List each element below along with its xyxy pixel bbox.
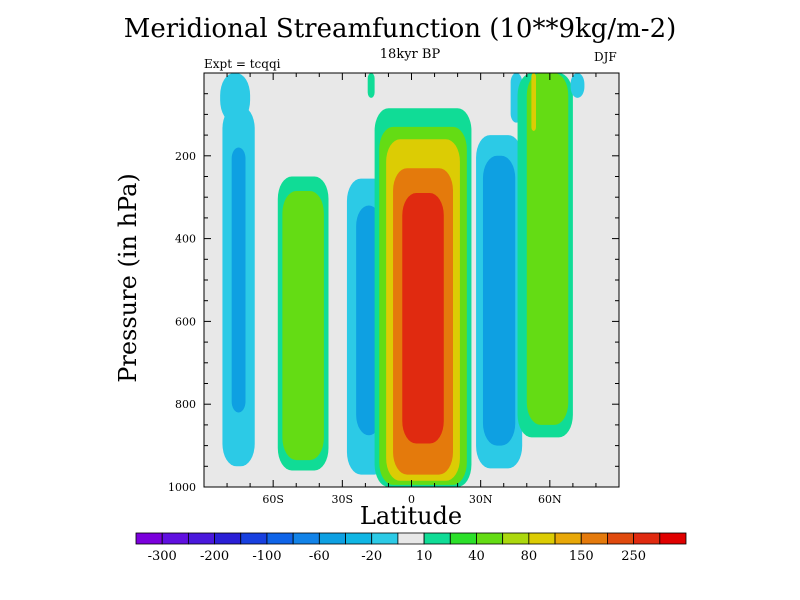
colorbar-label: -100 (252, 549, 281, 564)
colorbar-label: 150 (569, 549, 594, 564)
colorbar-box (214, 532, 242, 545)
colorbar-label: 40 (468, 549, 485, 564)
colorbar-label: 10 (416, 549, 433, 564)
colorbar: -300 -200 -100 -60 -20 10 40 80 150 250 (135, 532, 687, 564)
colorbar-label: -300 (148, 549, 177, 564)
y-tick-label: 400 (175, 233, 196, 246)
colorbar-box (502, 532, 530, 545)
colorbar-label: 80 (521, 549, 538, 564)
colorbar-box (292, 532, 320, 545)
colorbar-box (397, 532, 425, 545)
colorbar-box (161, 532, 189, 545)
x-tick-label: 30S (332, 493, 354, 506)
colorbar-box (659, 532, 687, 545)
colorbar-label: 250 (621, 549, 646, 564)
colorbar-box (371, 532, 399, 545)
colorbar-box (135, 532, 163, 545)
colorbar-box (240, 532, 268, 545)
colorbar-box (423, 532, 451, 545)
cell-55n-core (531, 73, 536, 131)
experiment-label: Expt = tcqqi (204, 57, 281, 71)
cell-hadley-250 (402, 193, 444, 444)
colorbar-box (266, 532, 294, 545)
colorbar-box (633, 532, 661, 545)
y-tick-label: 200 (175, 150, 196, 163)
colorbar-box (187, 532, 215, 545)
colorbar-box (580, 532, 608, 545)
plot-area (204, 73, 619, 487)
cell-50s-inner (282, 190, 324, 461)
contour-fill (220, 73, 585, 487)
colorbar-box (554, 532, 582, 545)
cell-40n-inner (482, 155, 516, 446)
x-tick-label: 60N (538, 493, 562, 506)
colorbar-label: -200 (200, 549, 229, 564)
x-tick-label: 30N (469, 493, 493, 506)
x-axis-label: Latitude (359, 502, 463, 530)
y-tick-label: 1000 (168, 481, 196, 494)
cell-20s-strip (367, 73, 375, 98)
colorbar-box (449, 532, 477, 545)
y-axis-label: Pressure (in hPa) (114, 173, 142, 383)
colorbar-label: -20 (361, 549, 382, 564)
axes: 200 400 600 800 1000 60S 30S 0 30N 60N (168, 72, 620, 506)
colorbar-label: -60 (309, 549, 330, 564)
x-tick-label: 60S (262, 493, 284, 506)
y-tick-label: 600 (175, 315, 196, 328)
chart-subtitle: 18kyr BP (379, 47, 441, 62)
cell-55n-inner (526, 73, 569, 425)
cell-60s-inner (231, 147, 246, 413)
colorbar-box (345, 532, 373, 545)
colorbar-box (476, 532, 504, 545)
colorbar-box (528, 532, 556, 545)
x-tick-label: 0 (408, 493, 415, 506)
y-tick-label: 800 (175, 398, 196, 411)
colorbar-box (607, 532, 635, 545)
chart-title: Meridional Streamfunction (10**9kg/m-2) (123, 14, 677, 44)
cell-75n-neg (570, 73, 585, 98)
season-label: DJF (594, 50, 617, 64)
colorbar-box (318, 532, 346, 545)
